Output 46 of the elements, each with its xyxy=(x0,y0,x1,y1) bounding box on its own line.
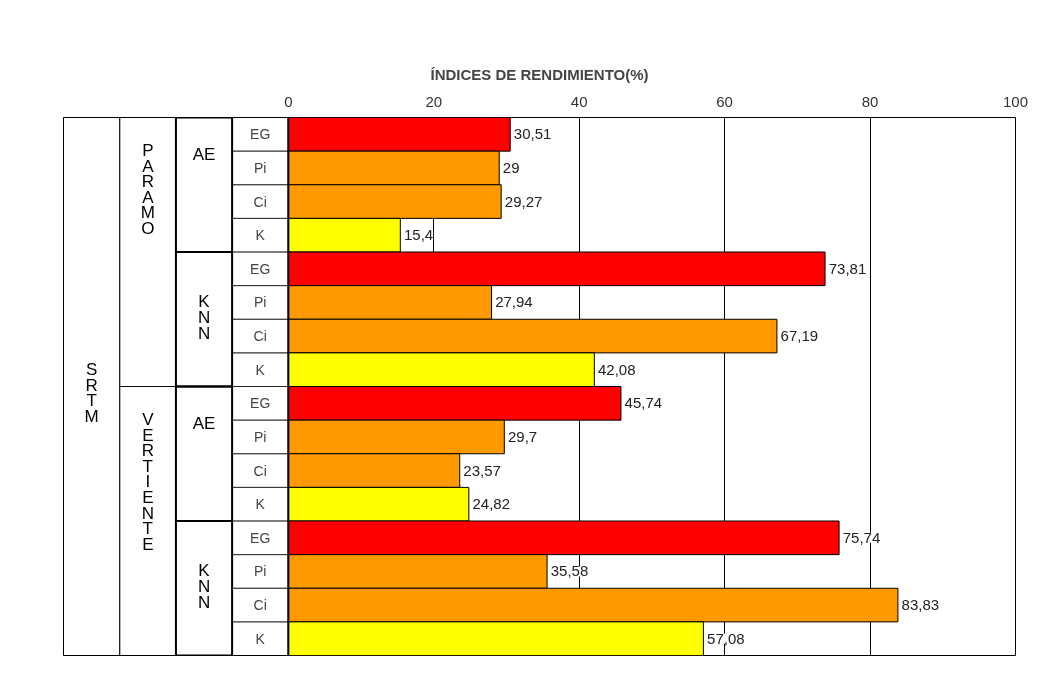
data-label: 42,08 xyxy=(597,360,636,378)
data-label: 29 xyxy=(502,158,520,176)
x-tick-label: 0 xyxy=(284,92,293,110)
data-label: 30,51 xyxy=(513,125,552,143)
y-tick-label: K xyxy=(255,496,266,513)
y-tick-label: Pi xyxy=(254,294,267,311)
data-label: 73,81 xyxy=(828,259,867,277)
data-label: 67,19 xyxy=(780,327,819,345)
text: KNN xyxy=(197,561,211,612)
x-tick-label: 60 xyxy=(716,92,733,110)
data-label: 29,27 xyxy=(504,192,543,210)
text: AE xyxy=(192,413,216,433)
text: PARAMO xyxy=(140,141,155,238)
x-tick-label: 100 xyxy=(1002,92,1029,110)
text: SRTM xyxy=(84,360,99,427)
y-tick-label: Ci xyxy=(253,193,267,210)
x-tick-label: 20 xyxy=(425,92,443,110)
x-tick-label: 40 xyxy=(570,92,588,110)
data-label: 24,82 xyxy=(472,495,510,513)
data-label: 27,94 xyxy=(495,293,533,311)
data-label: 83,83 xyxy=(901,596,940,614)
x-tick-label: 80 xyxy=(861,92,879,110)
y-tick-label: EG xyxy=(250,126,271,143)
y-tick-label: K xyxy=(255,361,266,378)
data-label: 45,74 xyxy=(624,394,663,412)
y-tick-label: Pi xyxy=(254,563,267,580)
chart-title: ÍNDICES DE RENDIMIENTO(%) xyxy=(430,65,649,83)
y-tick-label: EG xyxy=(250,395,271,412)
data-label: 23,57 xyxy=(463,461,501,479)
data-label: 75,74 xyxy=(842,528,881,546)
y-tick-label: Ci xyxy=(253,462,267,479)
text: VERTIENTE xyxy=(141,410,154,554)
y-tick-label: EG xyxy=(250,260,271,277)
y-tick-label: Ci xyxy=(253,597,267,614)
y-tick-label: K xyxy=(255,227,266,244)
y-tick-label: K xyxy=(255,630,266,647)
y-tick-label: EG xyxy=(250,529,271,546)
data-label: 35,58 xyxy=(550,562,589,580)
data-label: 29,7 xyxy=(507,427,538,445)
y-tick-label: Ci xyxy=(253,328,267,345)
y-tick-label: Pi xyxy=(254,428,267,445)
y-tick-label: Pi xyxy=(254,159,267,176)
text: AE xyxy=(192,144,216,164)
data-label: 15,4 xyxy=(403,226,434,244)
text: KNN xyxy=(197,292,211,343)
data-label: 57,08 xyxy=(707,629,745,647)
